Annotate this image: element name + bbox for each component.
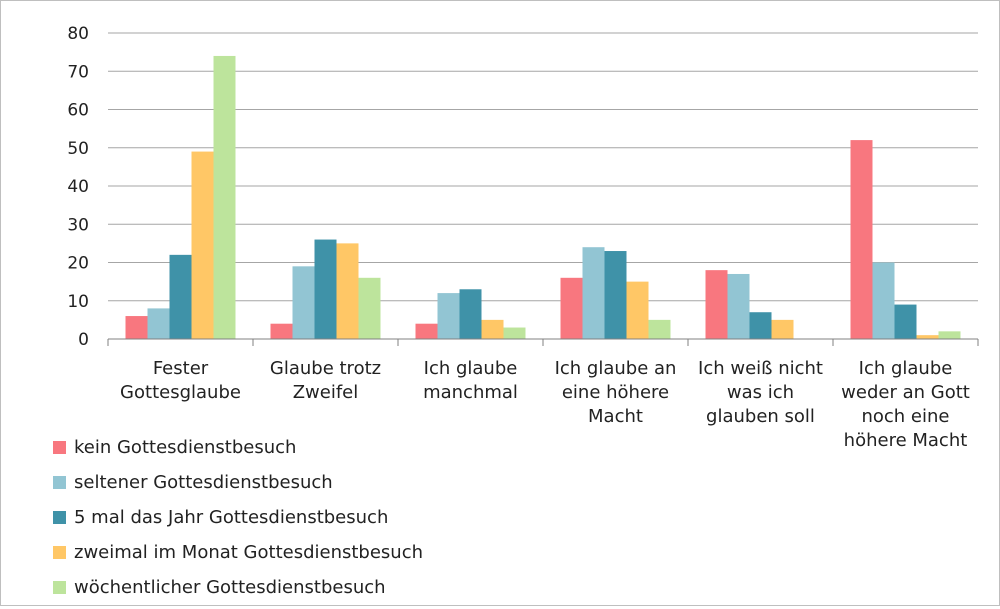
y-tick-label: 30 [67, 215, 89, 235]
bar [582, 247, 605, 339]
legend-swatch [53, 511, 66, 524]
bar [727, 273, 750, 339]
bar [169, 254, 192, 339]
bar [503, 327, 526, 339]
bar [481, 319, 504, 339]
y-tick-label: 70 [67, 62, 89, 82]
legend-swatch [53, 476, 66, 489]
bar [749, 312, 772, 339]
x-category-label: Glaube trotz Zweifel [270, 358, 381, 403]
y-tick-label: 80 [67, 24, 89, 44]
y-tick-label: 50 [67, 139, 89, 159]
legend: kein Gottesdienstbesuch seltener Gottesdi… [53, 437, 423, 598]
y-tick-label: 10 [67, 292, 89, 312]
gridlines [108, 32, 978, 302]
bar [459, 289, 482, 339]
x-category-label: Ich glaube manchmal [423, 358, 518, 403]
y-tick-label: 20 [67, 254, 89, 274]
legend-label: kein Gottesdienstbesuch [74, 437, 296, 458]
legend-label: zweimal im Monat Gottesdienstbesuch [74, 542, 423, 563]
x-category-label: Ich glaube an eine höhere Macht [555, 358, 677, 427]
legend-label: seltener Gottesdienstbesuch [74, 472, 333, 493]
bar [872, 262, 895, 339]
bar [771, 319, 794, 339]
legend-swatch [53, 546, 66, 559]
bar [147, 308, 170, 339]
y-tick-label: 40 [67, 177, 89, 197]
x-category-label: Fester Gottesglaube [120, 358, 241, 403]
x-category-label: Ich glaube weder an Gott noch eine höhere M… [841, 358, 970, 451]
bar [292, 266, 315, 339]
bar [604, 251, 627, 339]
bar [916, 335, 939, 339]
bars [125, 55, 961, 339]
bar [648, 319, 671, 339]
bar [705, 270, 728, 339]
x-category-label: Ich weiß nicht was ich glauben soll [698, 358, 823, 427]
bar [270, 323, 293, 339]
bar [213, 55, 236, 339]
bar [358, 277, 381, 339]
bar [626, 281, 649, 339]
bar [938, 331, 961, 339]
bar [850, 140, 873, 339]
bar [560, 277, 583, 339]
y-tick-label: 60 [67, 101, 89, 121]
y-tick-label: 0 [78, 330, 89, 350]
bar [437, 293, 460, 339]
bar [894, 304, 917, 339]
legend-label: 5 mal das Jahr Gottesdienstbesuch [74, 507, 388, 528]
bar [314, 239, 337, 339]
axes [107, 338, 979, 346]
legend-swatch [53, 441, 66, 454]
y-axis-ticks: 0 10 20 30 40 50 60 70 80 [67, 24, 89, 350]
bar [415, 323, 438, 339]
legend-label: wöchentlicher Gottesdienstbesuch [74, 577, 386, 598]
bar [336, 243, 359, 339]
x-axis-labels: Fester Gottesglaube Glaube trotz Zweifel Ich… [120, 358, 970, 451]
legend-swatch [53, 581, 66, 594]
bar [191, 151, 214, 339]
bar [125, 316, 148, 339]
